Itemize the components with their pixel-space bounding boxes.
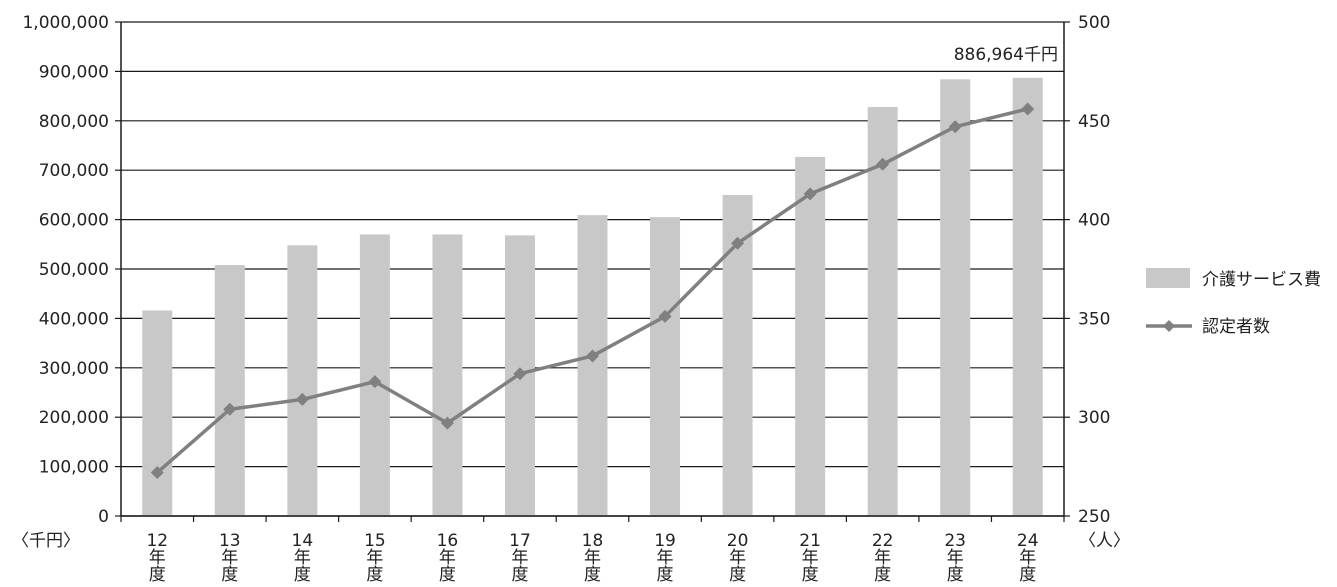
category-label: 度 xyxy=(1019,565,1036,585)
right-tick-label: 250 xyxy=(1078,507,1110,527)
right-axis-unit-label: 〈人〉 xyxy=(1079,531,1130,551)
line-point xyxy=(1021,102,1035,116)
category-label: 21 xyxy=(799,531,821,551)
left-axis-ticks: 0 100,000 200,000 300,000 400,000 500,000 600,… xyxy=(22,13,121,527)
category-label: 年 xyxy=(366,548,383,568)
bar xyxy=(214,265,245,516)
category-label: 年 xyxy=(149,548,166,568)
bar xyxy=(940,79,971,516)
last-bar-annotation: 886,964千円 xyxy=(954,45,1058,65)
category-label: 度 xyxy=(294,565,311,585)
line-point xyxy=(876,157,890,171)
category-label: 度 xyxy=(874,565,891,585)
category-label: 年 xyxy=(294,548,311,568)
right-tick-label: 400 xyxy=(1078,211,1110,231)
bar xyxy=(1012,77,1043,516)
left-tick-label: 1,000,000 xyxy=(22,13,109,33)
right-tick-label: 500 xyxy=(1078,13,1110,33)
right-axis-ticks: 250 300 350 400 450 500 xyxy=(1064,13,1110,527)
category-label: 13 xyxy=(219,531,241,551)
category-label: 度 xyxy=(729,565,746,585)
line-point xyxy=(150,466,164,480)
right-tick-label: 450 xyxy=(1078,112,1110,132)
line-point xyxy=(658,309,672,323)
category-label: 年 xyxy=(1019,548,1036,568)
category-label: 19 xyxy=(654,531,676,551)
category-label: 年 xyxy=(657,548,674,568)
legend-label: 介護サービス費 xyxy=(1202,270,1321,290)
category-label: 度 xyxy=(221,565,238,585)
category-label: 20 xyxy=(727,531,749,551)
right-tick-label: 300 xyxy=(1078,408,1110,428)
line-point xyxy=(440,416,454,430)
category-label: 24 xyxy=(1017,531,1039,551)
left-tick-label: 500,000 xyxy=(39,260,109,280)
left-tick-label: 600,000 xyxy=(39,211,109,231)
category-label: 度 xyxy=(511,565,528,585)
category-label: 年 xyxy=(802,548,819,568)
category-label: 18 xyxy=(582,531,604,551)
bar-series xyxy=(142,77,1043,517)
line-point xyxy=(803,187,817,201)
left-tick-label: 800,000 xyxy=(39,112,109,132)
bar xyxy=(867,106,898,516)
category-label: 度 xyxy=(657,565,674,585)
left-tick-label: 100,000 xyxy=(39,458,109,478)
category-label: 年 xyxy=(947,548,964,568)
left-tick-label: 0 xyxy=(98,507,109,527)
left-tick-label: 300,000 xyxy=(39,359,109,379)
bar xyxy=(795,156,826,516)
legend-label: 認定者数 xyxy=(1202,317,1270,337)
category-label: 年 xyxy=(584,548,601,568)
line-point xyxy=(731,236,745,250)
legend-bar-swatch xyxy=(1146,268,1190,288)
category-label: 年 xyxy=(511,548,528,568)
line-point xyxy=(368,375,382,389)
category-label: 14 xyxy=(292,531,314,551)
category-label: 17 xyxy=(509,531,531,551)
left-tick-label: 900,000 xyxy=(39,62,109,82)
category-label: 度 xyxy=(802,565,819,585)
line-point xyxy=(586,349,599,363)
category-label: 15 xyxy=(364,531,386,551)
category-label: 年 xyxy=(874,548,891,568)
category-label: 年 xyxy=(221,548,238,568)
category-label: 度 xyxy=(366,565,383,585)
category-label: 度 xyxy=(947,565,964,585)
category-label: 16 xyxy=(437,531,459,551)
left-axis-unit-label: 〈千円〉 xyxy=(12,531,80,551)
left-tick-label: 700,000 xyxy=(39,161,109,181)
category-label: 12 xyxy=(146,531,168,551)
line-point xyxy=(948,120,962,134)
category-labels: 12年度13年度14年度15年度16年度17年度18年度19年度20年度21年度… xyxy=(146,531,1038,585)
line-point xyxy=(295,392,309,406)
bar xyxy=(577,215,608,517)
left-tick-label: 200,000 xyxy=(39,408,109,428)
line-series xyxy=(150,102,1035,480)
line-point xyxy=(513,367,527,381)
line-point xyxy=(223,402,237,416)
bar xyxy=(432,234,463,517)
category-label: 年 xyxy=(729,548,746,568)
category-label: 22 xyxy=(872,531,894,551)
bar xyxy=(650,217,681,516)
right-tick-label: 350 xyxy=(1078,309,1110,329)
category-label: 度 xyxy=(584,565,601,585)
bar xyxy=(287,245,318,516)
category-label: 度 xyxy=(439,565,456,585)
category-label: 度 xyxy=(149,565,166,585)
category-label: 年 xyxy=(439,548,456,568)
category-label: 23 xyxy=(944,531,966,551)
legend-line-marker xyxy=(1163,320,1175,332)
bar xyxy=(142,310,173,516)
left-tick-label: 400,000 xyxy=(39,309,109,329)
